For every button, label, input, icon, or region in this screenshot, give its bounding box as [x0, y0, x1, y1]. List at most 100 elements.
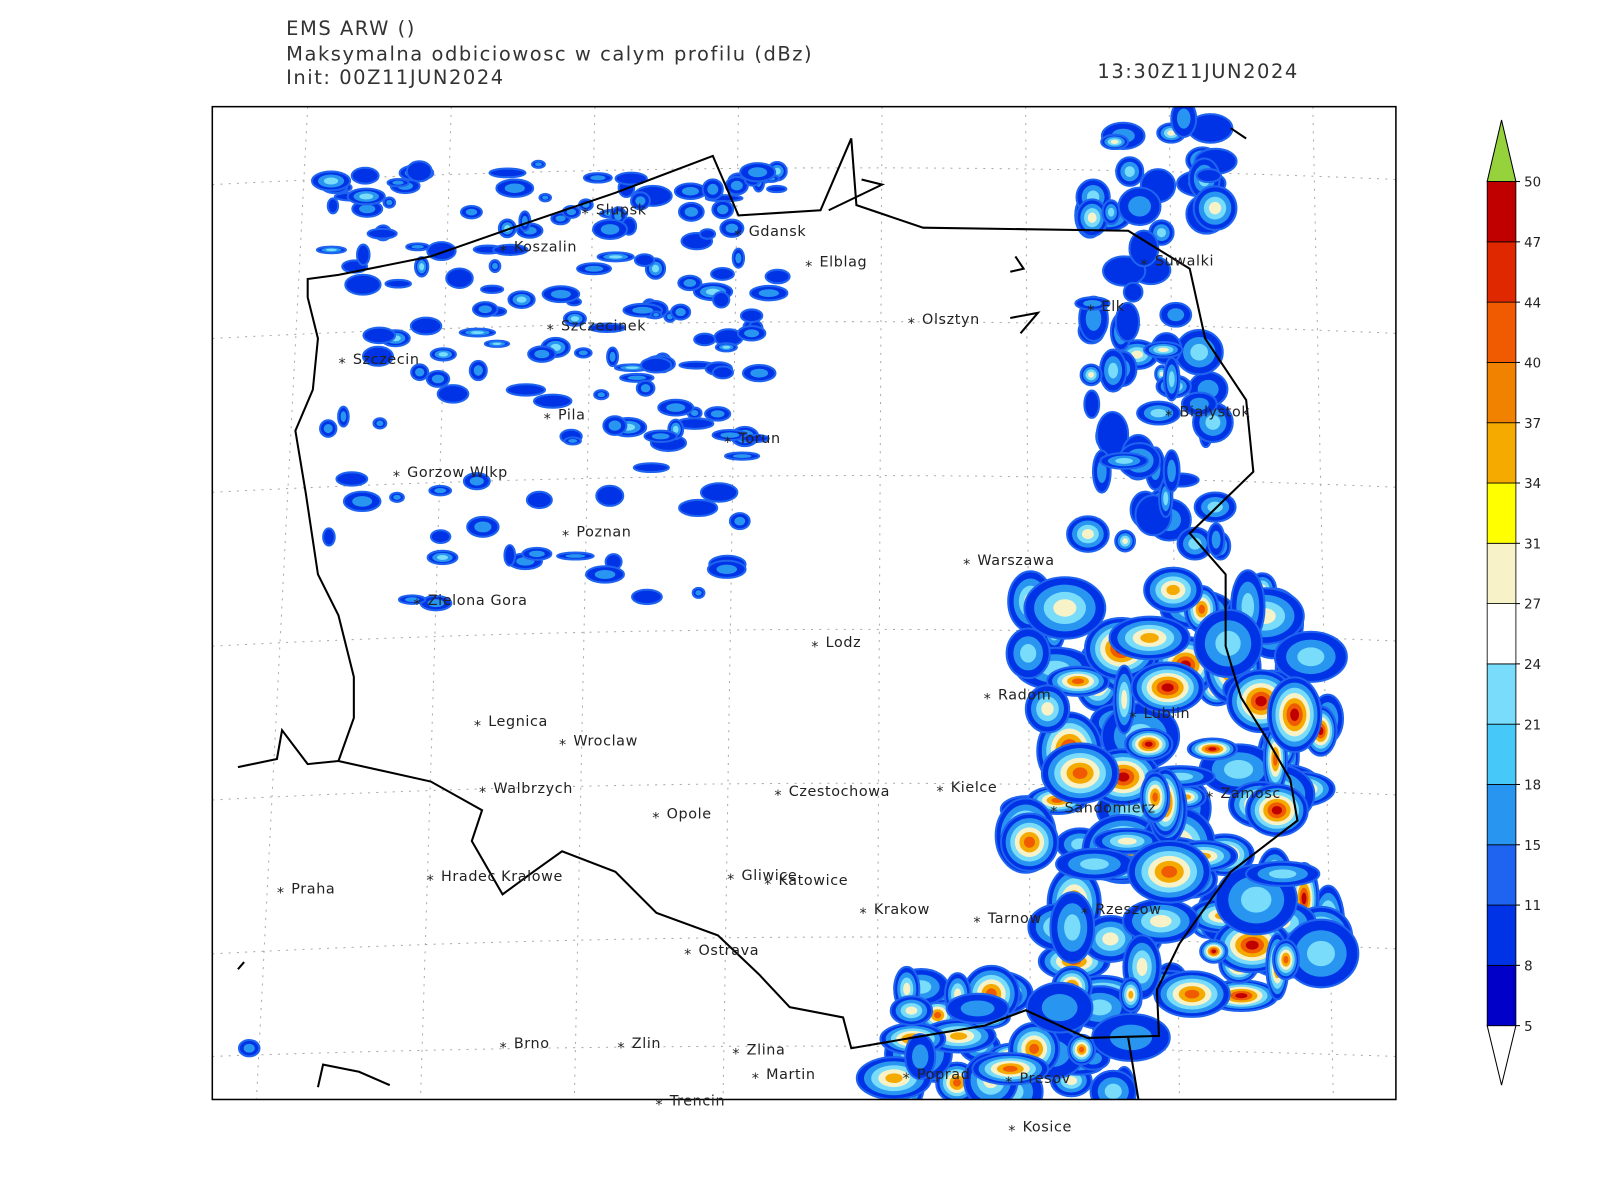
- echo: [952, 1078, 962, 1087]
- echo: [488, 167, 527, 179]
- echo: [1167, 130, 1176, 136]
- color-step: [1486, 362, 1517, 424]
- colorbar-label: 21: [1524, 718, 1541, 733]
- field-title: Maksymalna odbiciowosc w calym profilu (…: [286, 43, 813, 66]
- echo: [734, 516, 746, 526]
- echo: [739, 308, 764, 324]
- echo: [766, 184, 788, 194]
- echo: [516, 296, 527, 303]
- city-marker: *: [1087, 303, 1094, 319]
- echo: [905, 1006, 918, 1015]
- echo: [732, 454, 752, 459]
- city-marker: *: [734, 228, 741, 244]
- city-marker: *: [936, 784, 943, 800]
- echo: [588, 322, 627, 334]
- echo: [678, 498, 719, 518]
- echo: [525, 490, 553, 510]
- colorbar-label: 5: [1524, 1020, 1532, 1035]
- city-label: Kosice: [1023, 1119, 1072, 1135]
- echo: [950, 1032, 968, 1040]
- echo: [243, 1043, 255, 1053]
- echo: [1301, 892, 1307, 905]
- city-label: Pila: [558, 407, 586, 423]
- city-marker: *: [393, 469, 400, 485]
- city-marker: *: [774, 788, 781, 804]
- city-label: Praha: [291, 881, 335, 897]
- city-marker: *: [732, 1046, 739, 1062]
- echo: [1223, 760, 1254, 779]
- echo: [359, 204, 376, 214]
- echo: [1283, 955, 1289, 964]
- echo: [632, 462, 670, 474]
- model-title: EMS ARW (): [286, 17, 416, 40]
- echo: [1023, 836, 1035, 848]
- city-marker: *: [655, 1098, 662, 1114]
- city-label: Lublin: [1144, 706, 1191, 722]
- city-label: Olsztyn: [922, 312, 980, 328]
- city-label: Poprad: [917, 1067, 971, 1083]
- echo: [1087, 212, 1097, 223]
- city-marker: *: [479, 785, 486, 801]
- colorbar-label: 40: [1524, 357, 1541, 372]
- city-label: Gliwice: [742, 868, 798, 884]
- echo: [633, 253, 656, 268]
- echo: [478, 305, 492, 314]
- city-marker: *: [544, 412, 551, 428]
- echo: [1166, 584, 1180, 596]
- city-marker: *: [474, 718, 481, 734]
- echo: [1157, 347, 1169, 352]
- city-label: Tarnow: [987, 911, 1042, 927]
- echo: [608, 420, 622, 431]
- echo: [1167, 308, 1185, 322]
- color-step: [1486, 723, 1517, 785]
- echo: [1159, 371, 1164, 377]
- color-step: [1486, 844, 1517, 906]
- echo: [1122, 281, 1144, 303]
- echo: [1188, 537, 1202, 550]
- colorbar-label: 24: [1524, 658, 1541, 673]
- city-marker: *: [413, 597, 420, 613]
- city-label: Opole: [667, 806, 712, 822]
- echo: [725, 223, 739, 233]
- color-step: [1486, 603, 1517, 665]
- color-step: [1486, 422, 1517, 484]
- echo: [492, 342, 502, 345]
- echo: [469, 476, 484, 486]
- echo: [1156, 228, 1167, 238]
- echo: [1080, 858, 1109, 870]
- color-step: [1486, 663, 1517, 725]
- echo: [415, 367, 425, 377]
- echo: [534, 162, 542, 167]
- city-marker: *: [805, 259, 812, 275]
- color-step: [1486, 301, 1517, 363]
- echo: [683, 279, 697, 287]
- color-step: [1486, 241, 1517, 303]
- echo: [409, 316, 443, 336]
- echo: [672, 425, 679, 434]
- echo: [597, 392, 606, 398]
- echo: [436, 554, 449, 560]
- echo: [717, 204, 729, 215]
- echo: [1205, 415, 1221, 430]
- echo: [675, 307, 686, 317]
- echo: [470, 331, 485, 335]
- echo: [1150, 408, 1167, 418]
- echo: [427, 599, 445, 608]
- echo: [1124, 166, 1135, 177]
- city-marker: *: [903, 1071, 910, 1087]
- echo: [384, 278, 412, 289]
- echo: [1176, 108, 1191, 129]
- echo: [912, 1044, 929, 1069]
- echo: [903, 982, 911, 996]
- echo: [550, 289, 571, 299]
- echo: [326, 197, 340, 215]
- borders: [237, 127, 1299, 1100]
- city-marker: *: [684, 947, 691, 963]
- echo: [764, 268, 791, 285]
- init-time: Init: 00Z11JUN2024: [286, 66, 505, 89]
- city-marker: *: [1050, 804, 1057, 820]
- echo: [431, 374, 445, 384]
- city-label: Elk: [1102, 299, 1125, 315]
- city-marker: *: [652, 811, 659, 827]
- city-label: Gorzow Wlkp: [407, 465, 508, 481]
